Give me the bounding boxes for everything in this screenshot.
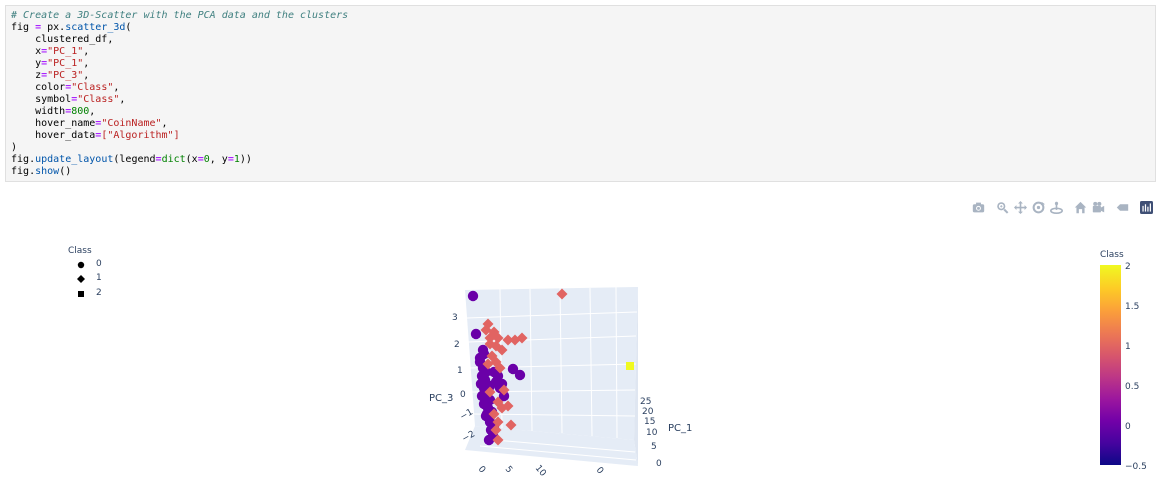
class-1-point[interactable]: [480, 324, 492, 336]
circle-icon: [77, 261, 85, 269]
bottom-axis-ticks: 0 5 10 0: [476, 464, 606, 479]
class-1-point[interactable]: [494, 362, 506, 374]
class-1-point[interactable]: [556, 288, 568, 300]
code-cell[interactable]: # Create a 3D-Scatter with the PCA data …: [5, 5, 1156, 182]
class-0-point[interactable]: [478, 348, 490, 360]
bottom-tick: 0: [476, 465, 488, 476]
class-0-point[interactable]: [481, 408, 493, 420]
zoom-icon[interactable]: [994, 199, 1010, 215]
right-wall: [634, 287, 638, 466]
class-1-point[interactable]: [484, 332, 496, 344]
colorbar-gradient: [1100, 265, 1121, 465]
colorbar-tick: 0: [1125, 422, 1131, 432]
x-tick: 15: [644, 417, 655, 427]
bottom-tick: 5: [503, 465, 514, 476]
class-0-point[interactable]: [484, 380, 496, 392]
legend-item-1[interactable]: 1: [76, 273, 136, 285]
class-0-point[interactable]: [483, 434, 495, 446]
class-1-point[interactable]: [492, 434, 504, 446]
plot-legend: Class 0 1 2: [66, 246, 146, 306]
x-tick: 10: [646, 428, 658, 438]
class-1-point[interactable]: [490, 424, 502, 436]
x-tick: 20: [642, 407, 654, 417]
class-1-point[interactable]: [492, 332, 504, 344]
class-0-point[interactable]: [498, 390, 510, 402]
colorbar-tick: 1.5: [1125, 302, 1140, 312]
legend-label: 2: [96, 288, 102, 298]
z-axis-title: PC_3: [429, 393, 453, 404]
colorbar-tick: 2: [1125, 262, 1131, 272]
x-tick: 25: [640, 397, 651, 407]
plotly-logo-icon[interactable]: [1138, 199, 1154, 215]
code-comment: # Create a 3D-Scatter with the PCA data …: [11, 10, 349, 21]
class-0-point[interactable]: [467, 290, 479, 302]
colorbar-tick: −0.5: [1125, 462, 1147, 472]
class-1-point[interactable]: [488, 408, 500, 420]
hover-toggle-icon[interactable]: [1114, 199, 1130, 215]
grid-lines: [466, 286, 638, 461]
legend-label: 0: [96, 259, 102, 269]
legend-item-0[interactable]: 0: [76, 259, 136, 271]
bottom-tick: 10: [533, 464, 548, 479]
legend-title: Class: [68, 246, 92, 256]
scatter-points: [467, 288, 634, 446]
class-1-point[interactable]: [492, 416, 504, 428]
x-tick: 5: [651, 442, 657, 452]
class-1-point[interactable]: [498, 384, 510, 396]
scene-svg: 3 2 1 0 −1 −2 PC_3 25 20 15 10 5 0 PC_1 …: [429, 286, 692, 479]
class-1-point[interactable]: [502, 400, 514, 412]
class-1-point[interactable]: [482, 358, 494, 370]
z-tick: 0: [460, 390, 466, 400]
class-1-point[interactable]: [484, 386, 496, 398]
colorbar-tick: 1: [1125, 342, 1131, 352]
code-block: # Create a 3D-Scatter with the PCA data …: [11, 10, 349, 177]
x-axis-title: PC_1: [668, 423, 692, 434]
class-2-point[interactable]: [626, 362, 634, 370]
pan-icon[interactable]: [1012, 199, 1028, 215]
bottom-tick: 0: [594, 466, 606, 477]
class-0-point[interactable]: [514, 369, 526, 381]
colorbar-title: Class: [1100, 250, 1124, 260]
class-1-point[interactable]: [516, 332, 528, 344]
plot-modebar: [970, 199, 1156, 215]
class-1-point[interactable]: [505, 419, 517, 431]
z-tick: −1: [459, 407, 476, 422]
square-icon: [78, 291, 84, 297]
turntable-icon[interactable]: [1048, 199, 1064, 215]
z-tick: 2: [454, 340, 460, 350]
scatter-3d-plot[interactable]: 3 2 1 0 −1 −2 PC_3 25 20 15 10 5 0 PC_1 …: [420, 280, 700, 482]
x-axis-ticks: 25 20 15 10 5 0 PC_1: [640, 397, 692, 469]
legend-item-2[interactable]: 2: [76, 288, 136, 300]
x-tick: 0: [656, 459, 662, 469]
z-tick: 1: [457, 366, 463, 376]
legend-label: 1: [96, 273, 102, 283]
z-tick: 3: [452, 313, 458, 323]
class-0-point[interactable]: [470, 328, 482, 340]
home-icon[interactable]: [1072, 199, 1088, 215]
class-1-point[interactable]: [502, 334, 514, 346]
class-1-point[interactable]: [496, 344, 508, 356]
colorbar: Class 2 1.5 1 0.5 0 −0.5: [1096, 250, 1156, 475]
camera-view-icon[interactable]: [1090, 199, 1106, 215]
orbit-icon[interactable]: [1030, 199, 1046, 215]
class-0-point[interactable]: [507, 363, 519, 375]
colorbar-tick: 0.5: [1125, 382, 1140, 392]
diamond-icon: [77, 275, 85, 283]
camera-icon[interactable]: [970, 199, 986, 215]
